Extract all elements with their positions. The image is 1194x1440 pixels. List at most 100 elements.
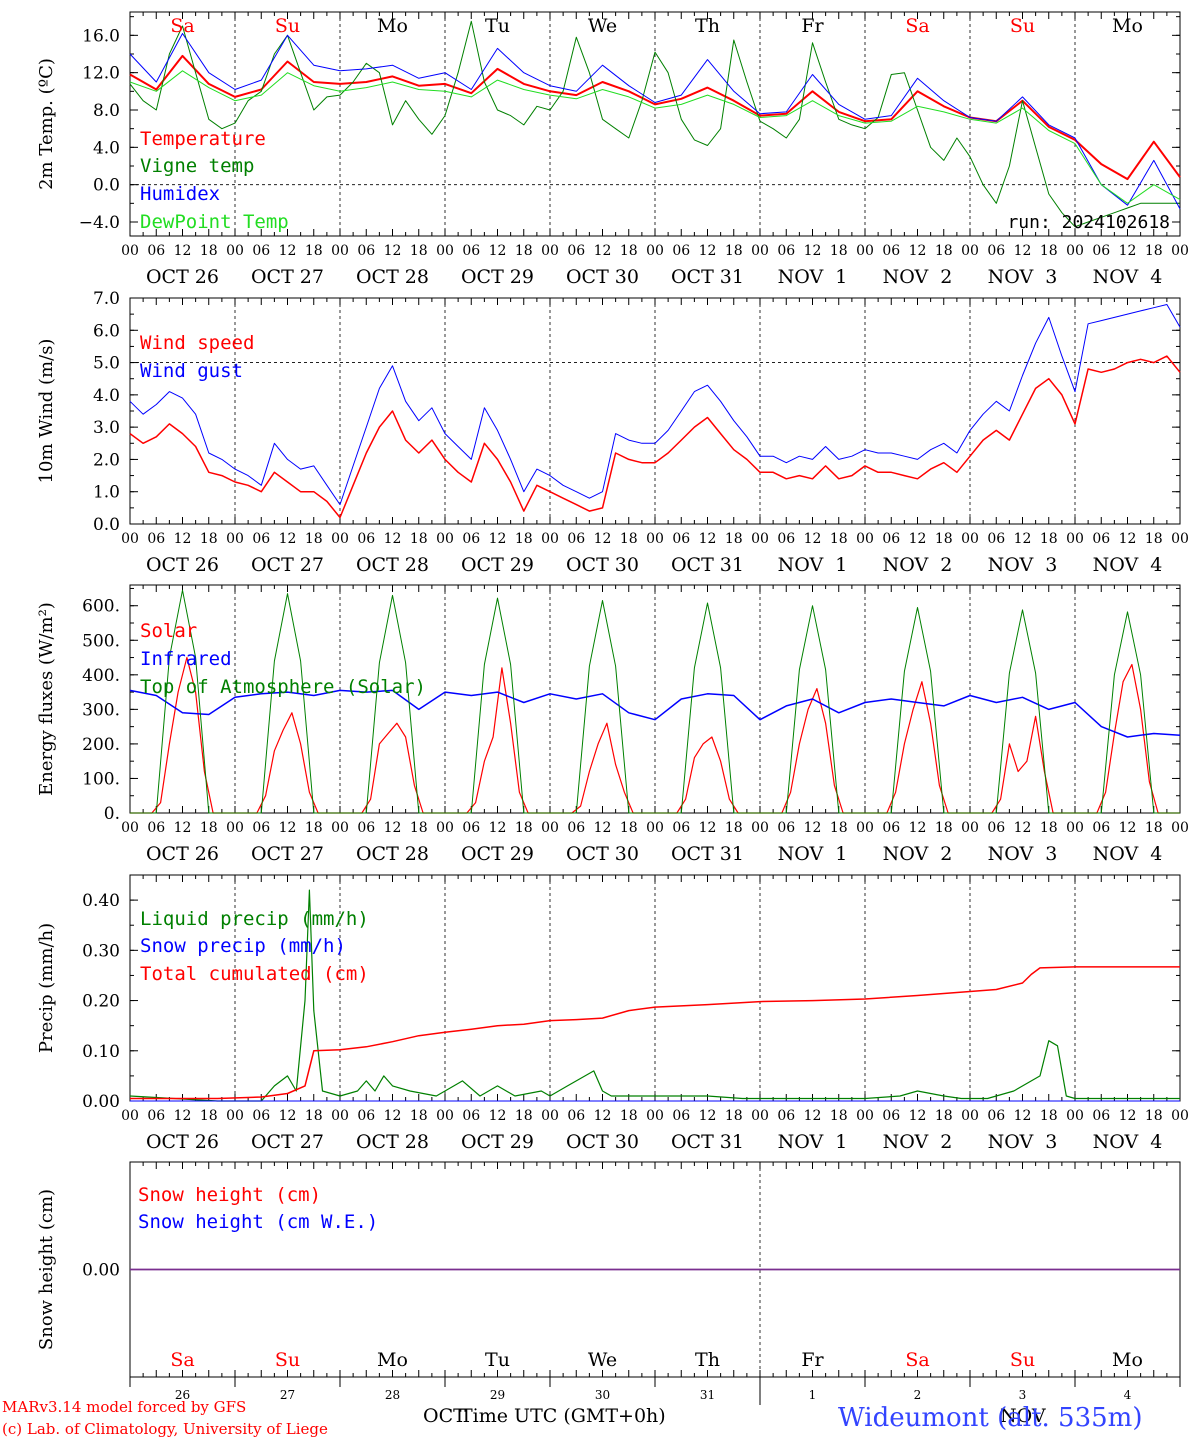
date-label: NOV 4	[1093, 266, 1163, 288]
hour-tick-label: 06	[567, 1108, 585, 1124]
hour-tick-label: 06	[252, 1108, 270, 1124]
date-label: NOV 3	[988, 266, 1058, 288]
y-tick-label: 1.0	[93, 483, 120, 503]
date-label: OCT 26	[146, 266, 219, 288]
hour-tick-label: 18	[410, 243, 428, 259]
series-line	[129, 54, 1181, 181]
hour-tick-label: 18	[305, 820, 323, 836]
hour-tick-label: 12	[174, 820, 192, 836]
hour-tick-label: 06	[1092, 243, 1110, 259]
date-label: NOV 2	[883, 1131, 953, 1153]
day-number: 31	[700, 1388, 715, 1402]
hour-tick-label: 18	[515, 1108, 533, 1124]
hour-tick-label: 00	[1171, 1108, 1189, 1124]
hour-tick-label: 18	[725, 1108, 743, 1124]
station-name: Wideumont (alt. 535m)	[838, 1403, 1142, 1433]
hour-tick-label: 00	[751, 243, 769, 259]
hour-tick-label: 18	[200, 531, 218, 547]
hour-tick-label: 06	[567, 820, 585, 836]
weekday-label: Fr	[801, 15, 824, 37]
legend-entry: Infrared	[140, 648, 232, 670]
hour-tick-label: 00	[121, 1108, 139, 1124]
hour-tick-label: 00	[226, 243, 244, 259]
hour-tick-label: 18	[830, 531, 848, 547]
weekday-label: Sa	[170, 15, 194, 37]
series-line	[129, 355, 1181, 519]
day-number: 3	[1019, 1388, 1027, 1402]
date-label: OCT 31	[671, 554, 744, 576]
hour-tick-label: 00	[541, 243, 559, 259]
hour-tick-label: 00	[331, 820, 349, 836]
hour-tick-label: 18	[1040, 820, 1058, 836]
hour-tick-label: 12	[384, 243, 402, 259]
hour-tick-label: 12	[489, 243, 507, 259]
date-label: OCT 31	[671, 266, 744, 288]
y-axis-title: 2m Temp. (ºC)	[36, 58, 57, 190]
hour-tick-label: 12	[174, 243, 192, 259]
legend-entry: Top of Atmosphere (Solar)	[140, 676, 426, 698]
hour-tick-label: 00	[1066, 531, 1084, 547]
hour-tick-label: 06	[357, 243, 375, 259]
date-label: OCT 30	[566, 1131, 639, 1153]
date-label: NOV 3	[988, 843, 1058, 865]
hour-tick-label: 06	[987, 531, 1005, 547]
month-right: NOV	[1000, 1405, 1046, 1427]
date-label: OCT 28	[356, 266, 429, 288]
hour-tick-label: 00	[856, 1108, 874, 1124]
hour-tick-label: 00	[436, 243, 454, 259]
hour-tick-label: 12	[804, 1108, 822, 1124]
weekday-label: Su	[1010, 15, 1035, 37]
hour-tick-label: 06	[1092, 1108, 1110, 1124]
hour-tick-label: 18	[725, 820, 743, 836]
y-tick-label: 0.0	[93, 176, 120, 196]
panel-4: 0.00 0.10 0.20 0.30 0.40 Precip (mm/h) Liquid …	[36, 874, 1189, 1153]
y-tick-label: 0.0	[93, 515, 120, 535]
hour-tick-label: 12	[1119, 243, 1137, 259]
hour-tick-label: 18	[1040, 1108, 1058, 1124]
weekday-label: Tu	[485, 1349, 510, 1371]
legend-entry: Snow precip (mm/h)	[140, 935, 346, 957]
hour-tick-label: 12	[909, 531, 927, 547]
date-label: NOV 3	[988, 1131, 1058, 1153]
day-number: 1	[809, 1388, 817, 1402]
date-label: OCT 26	[146, 554, 219, 576]
hour-tick-label: 00	[331, 243, 349, 259]
weekday-label: We	[588, 1349, 617, 1371]
hour-tick-label: 18	[1145, 820, 1163, 836]
hour-tick-label: 12	[1014, 243, 1032, 259]
hour-tick-label: 00	[1171, 820, 1189, 836]
hour-tick-label: 00	[961, 820, 979, 836]
date-label: OCT 27	[251, 843, 324, 865]
hour-tick-label: 18	[1040, 531, 1058, 547]
hour-tick-label: 00	[436, 820, 454, 836]
y-tick-label: 3.0	[93, 418, 120, 438]
weekday-labels-top: Sa Su Mo Tu We Th Fr Sa Su Mo	[170, 15, 1143, 37]
hour-tick-label: 00	[1171, 531, 1189, 547]
hour-tick-label: 06	[252, 243, 270, 259]
hour-tick-label: 00	[121, 243, 139, 259]
hour-tick-label: 12	[384, 531, 402, 547]
weekday-label: Fr	[801, 1349, 824, 1371]
date-label: OCT 28	[356, 843, 429, 865]
hour-tick-label: 00	[646, 531, 664, 547]
hour-tick-label: 12	[699, 243, 717, 259]
hour-tick-label: 00	[751, 1108, 769, 1124]
hour-tick-label: 06	[462, 243, 480, 259]
hour-tick-label: 00	[961, 1108, 979, 1124]
legend-entry: Liquid precip (mm/h)	[140, 908, 369, 930]
weekday-label: Mo	[377, 15, 408, 37]
day-number: 30	[595, 1388, 610, 1402]
hour-tick-label: 18	[200, 243, 218, 259]
date-label: NOV 1	[778, 266, 848, 288]
footer: MARv3.14 model forced by GFS (c) Lab. of…	[2, 1398, 1142, 1438]
hour-tick-label: 06	[672, 820, 690, 836]
hour-tick-label: 00	[646, 1108, 664, 1124]
hour-tick-label: 06	[672, 1108, 690, 1124]
panel-3: 0. 100. 200. 300. 400. 500. 600. Energy fluxes …	[36, 584, 1189, 865]
y-tick-label: 0.00	[82, 1092, 120, 1112]
hour-tick-label: 18	[935, 1108, 953, 1124]
weekday-label: Sa	[170, 1349, 194, 1371]
date-label: NOV 1	[778, 1131, 848, 1153]
hour-tick-label: 12	[384, 820, 402, 836]
hour-tick-label: 12	[279, 1108, 297, 1124]
